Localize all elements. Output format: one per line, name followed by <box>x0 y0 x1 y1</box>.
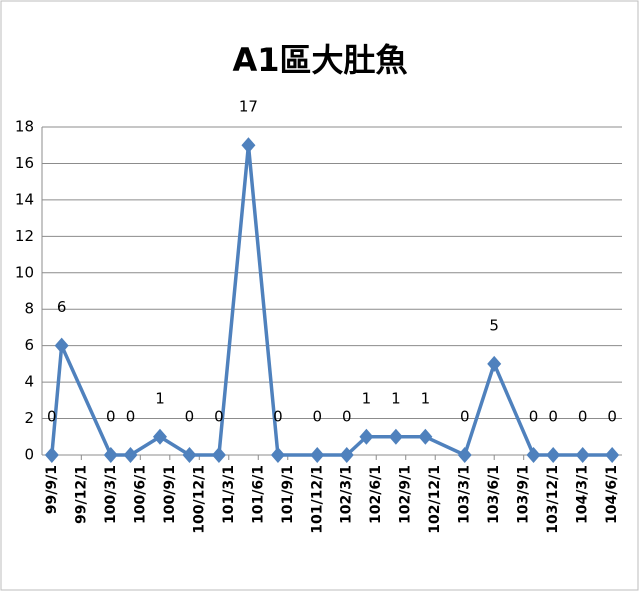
x-tick-label: 102/9/1 <box>398 465 414 524</box>
marker <box>457 447 472 463</box>
value-label: 1 <box>362 389 372 407</box>
value-label: 0 <box>529 408 539 426</box>
y-tick-label: 12 <box>15 227 34 245</box>
y-tick-label: 16 <box>15 154 34 172</box>
x-tick-label: 100/6/1 <box>132 465 148 524</box>
marker <box>605 447 620 463</box>
marker <box>418 428 433 445</box>
marker <box>182 447 197 463</box>
value-label: 0 <box>273 408 283 426</box>
value-label: 6 <box>57 298 67 316</box>
value-label: 1 <box>155 389 165 407</box>
marker <box>211 447 226 463</box>
marker <box>152 428 167 445</box>
value-label: 0 <box>47 408 57 426</box>
y-tick-label: 2 <box>24 409 34 427</box>
y-tick-label: 6 <box>24 336 34 354</box>
marker <box>54 337 69 354</box>
value-label: 0 <box>460 408 470 426</box>
marker <box>241 137 256 154</box>
marker <box>310 447 325 463</box>
x-tick-label: 104/3/1 <box>575 465 591 524</box>
y-tick-label: 8 <box>24 300 34 318</box>
x-tick-label: 100/9/1 <box>162 465 178 524</box>
value-label: 5 <box>489 316 499 334</box>
marker <box>44 447 59 463</box>
y-tick-label: 14 <box>15 190 34 208</box>
value-label: 0 <box>126 408 136 426</box>
x-tick-label: 104/6/1 <box>604 465 620 524</box>
x-tick-label: 102/3/1 <box>339 465 355 524</box>
x-tick-label: 100/12/1 <box>191 465 207 534</box>
x-tick-label: 103/12/1 <box>545 465 561 534</box>
y-tick-label: 18 <box>15 118 34 136</box>
y-tick-label: 4 <box>24 373 34 391</box>
x-tick-label: 102/6/1 <box>368 465 384 524</box>
marker <box>270 447 285 463</box>
x-tick-label: 101/6/1 <box>250 465 266 524</box>
value-label: 17 <box>239 98 258 116</box>
x-tick-label: 103/3/1 <box>457 465 473 524</box>
y-tick-label: 10 <box>15 263 34 281</box>
x-tick-label: 103/9/1 <box>516 465 532 524</box>
y-tick-label: 0 <box>24 446 34 464</box>
value-label: 1 <box>391 389 401 407</box>
value-label: 0 <box>578 408 588 426</box>
value-label: 0 <box>185 408 195 426</box>
marker <box>487 355 502 372</box>
marker <box>388 428 403 445</box>
x-tick-label: 99/12/1 <box>73 465 89 524</box>
value-label: 0 <box>312 408 322 426</box>
x-tick-label: 99/9/1 <box>44 465 60 514</box>
value-label: 0 <box>607 408 617 426</box>
x-tick-label: 101/3/1 <box>221 465 237 524</box>
value-label: 0 <box>342 408 352 426</box>
marker <box>339 447 354 463</box>
x-tick-label: 102/12/1 <box>427 465 443 534</box>
marker <box>103 447 118 463</box>
x-tick-label: 101/9/1 <box>280 465 296 524</box>
value-label: 0 <box>548 408 558 426</box>
marker <box>526 447 541 463</box>
value-label: 0 <box>214 408 224 426</box>
value-label: 0 <box>106 408 116 426</box>
chart-title: A1區大肚魚 <box>232 41 407 79</box>
value-label: 1 <box>421 389 431 407</box>
marker <box>123 447 138 463</box>
marker <box>359 428 374 445</box>
x-tick-label: 100/3/1 <box>103 465 119 524</box>
x-tick-label: 101/12/1 <box>309 465 325 534</box>
line <box>50 143 613 457</box>
marker <box>575 447 590 463</box>
marker <box>546 447 561 463</box>
x-tick-label: 103/6/1 <box>486 465 502 524</box>
